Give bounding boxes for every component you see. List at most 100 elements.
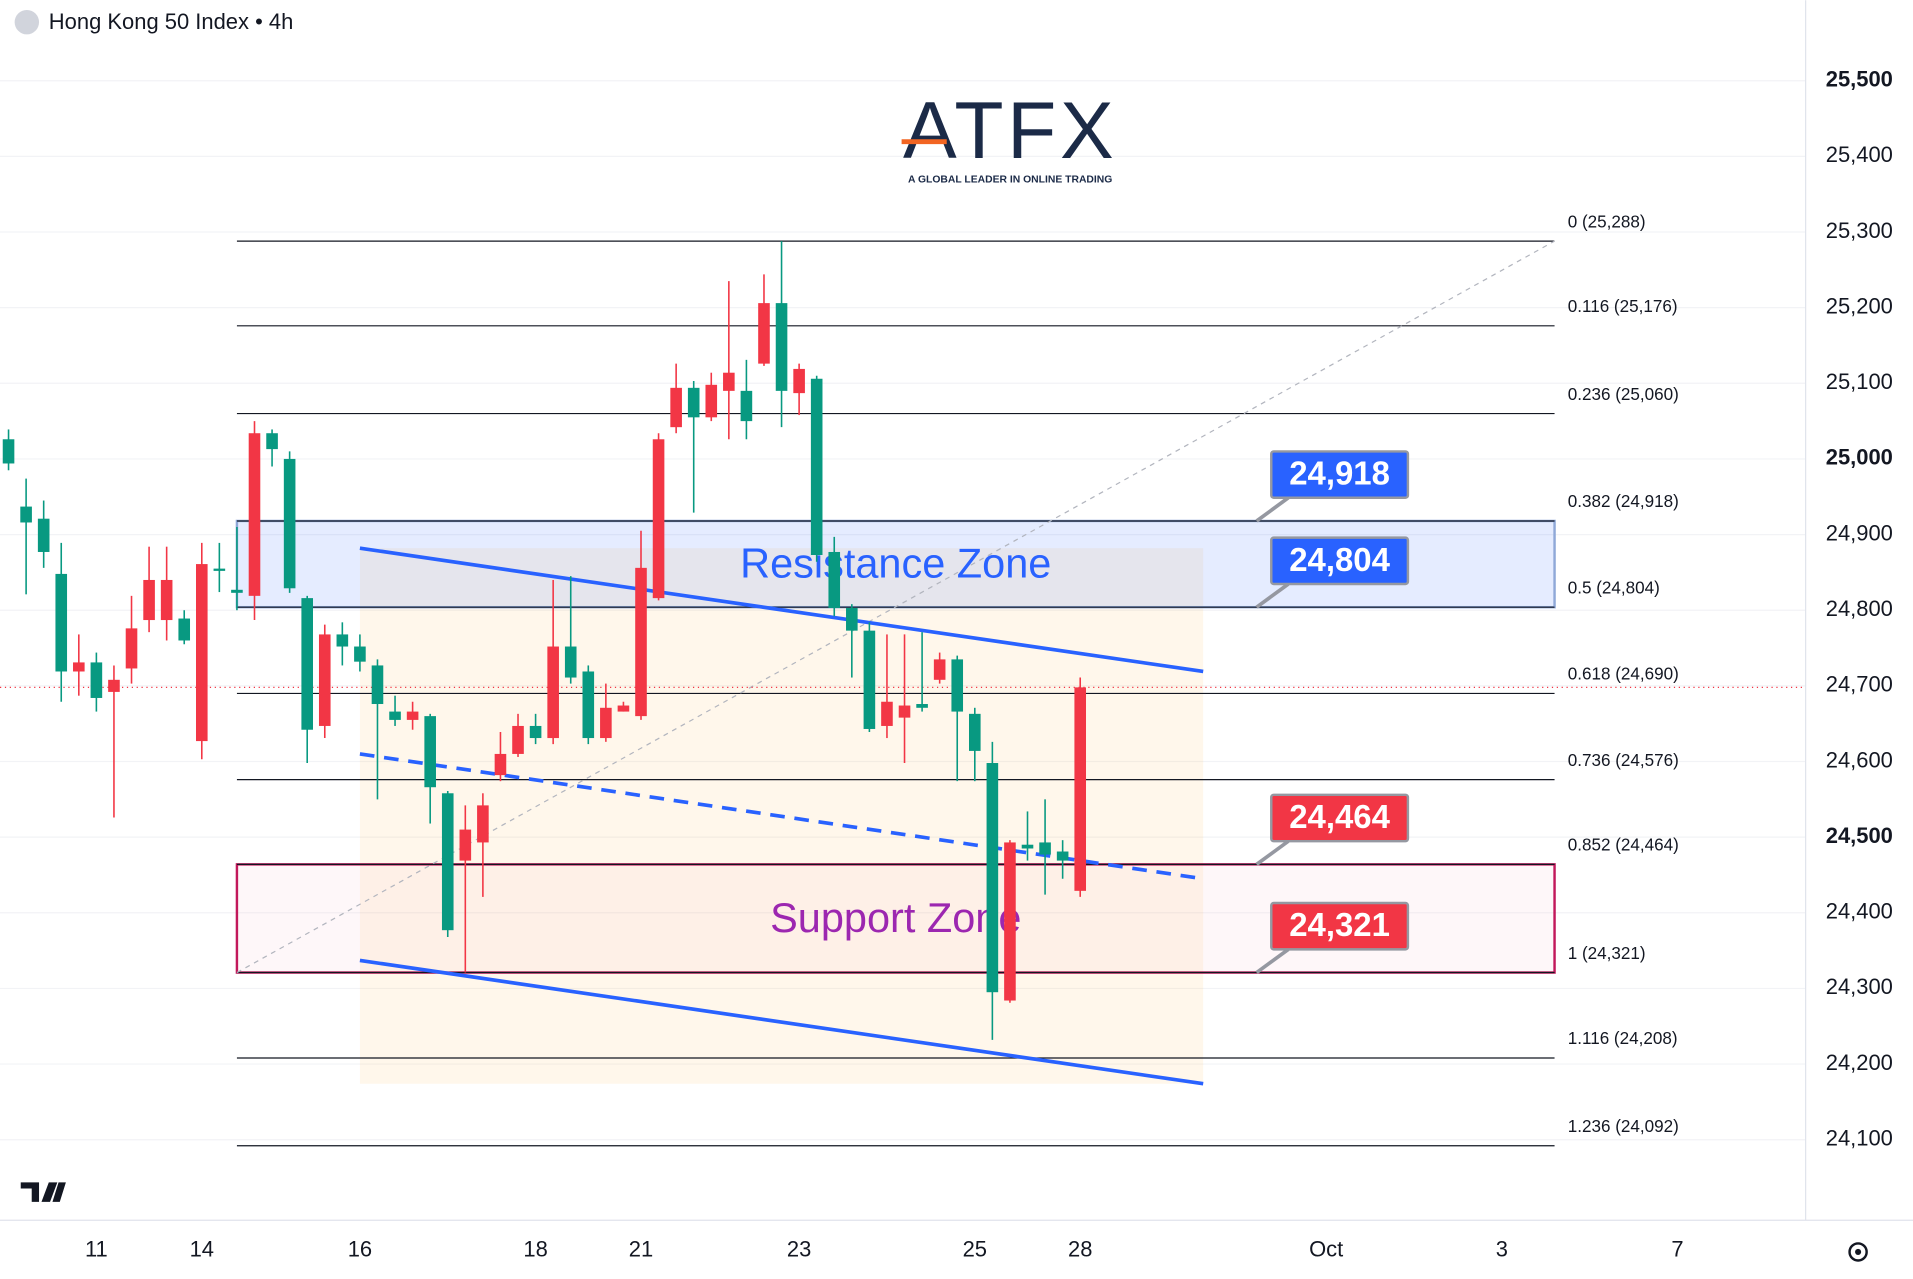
y-tick-label: 24,700 xyxy=(1826,672,1893,697)
candle-body xyxy=(512,725,524,754)
candle-body xyxy=(283,458,296,589)
candle-body xyxy=(371,665,384,705)
brand-logo: ATFX xyxy=(903,86,1117,176)
candle-body xyxy=(213,568,226,571)
y-tick-label: 25,000 xyxy=(1826,445,1893,470)
y-tick-label: 25,500 xyxy=(1826,67,1893,92)
zone-label: Resistance Zone xyxy=(740,539,1051,586)
callout-pointer xyxy=(1255,947,1290,975)
callout-label: 24,321 xyxy=(1289,906,1390,943)
candle-body xyxy=(810,378,823,556)
zone-label: Support Zone xyxy=(770,894,1021,941)
y-tick-label: 24,600 xyxy=(1826,747,1893,772)
candle-body xyxy=(529,725,542,739)
candle-body xyxy=(231,589,243,593)
y-tick-label: 24,200 xyxy=(1826,1050,1893,1075)
fib-level-label: 0.236 (25,060) xyxy=(1568,385,1679,404)
candle-body xyxy=(73,662,85,672)
candle-body xyxy=(318,634,331,726)
fib-level-label: 0.852 (24,464) xyxy=(1568,836,1679,855)
fib-level-label: 1.236 (24,092) xyxy=(1568,1117,1679,1136)
fib-level-label: 0 (25,288) xyxy=(1568,212,1646,231)
fib-level-label: 0.618 (24,690) xyxy=(1568,665,1679,684)
candle-body xyxy=(55,573,68,672)
channel-line xyxy=(359,958,1204,1086)
y-tick-label: 25,200 xyxy=(1826,293,1893,318)
candle-body xyxy=(336,634,349,647)
candle-body xyxy=(354,646,366,662)
x-tick-label: 28 xyxy=(1068,1237,1092,1262)
candle-body xyxy=(723,372,735,391)
candle-body xyxy=(652,439,665,599)
candle-body xyxy=(248,433,261,596)
y-tick-label: 25,300 xyxy=(1826,218,1893,243)
candle-body xyxy=(178,618,191,641)
candle-body xyxy=(2,439,15,464)
x-tick-label: 11 xyxy=(85,1237,108,1262)
callout-label: 24,464 xyxy=(1289,798,1390,835)
candle-body xyxy=(389,711,401,720)
candle-body xyxy=(459,829,472,861)
candle-body xyxy=(600,707,612,739)
callout-pointer xyxy=(1255,496,1290,523)
x-tick-label: 3 xyxy=(1496,1237,1508,1262)
tv-logo-mark xyxy=(20,1182,66,1202)
y-tick-label: 25,100 xyxy=(1826,369,1893,394)
candle-body xyxy=(617,705,630,712)
candle-body xyxy=(406,711,419,720)
candle-body xyxy=(740,390,753,422)
symbol-icon xyxy=(14,9,40,35)
candle-body xyxy=(37,518,50,552)
callout-box xyxy=(1270,793,1410,843)
candle-body xyxy=(670,387,682,428)
x-tick-label: 23 xyxy=(787,1237,811,1262)
candle-body xyxy=(424,716,436,788)
candle-body xyxy=(160,579,173,621)
candle-body xyxy=(1021,844,1034,849)
candle-body xyxy=(477,805,489,843)
candle-body xyxy=(582,671,595,739)
callout-pointer xyxy=(1255,582,1290,609)
candle-body xyxy=(1004,842,1016,1001)
callout-pointer xyxy=(1255,839,1290,866)
fib-level-label: 1 (24,321) xyxy=(1568,944,1646,963)
candle-body xyxy=(547,646,559,739)
callout-box xyxy=(1270,901,1410,951)
y-tick-label: 24,800 xyxy=(1826,596,1893,621)
candle-body xyxy=(564,646,577,678)
candle-body xyxy=(705,384,718,418)
candle-body xyxy=(863,630,876,729)
callout-label: 24,804 xyxy=(1289,541,1390,578)
candle-body xyxy=(1056,851,1069,861)
candle-body xyxy=(266,433,278,450)
y-tick-label: 24,100 xyxy=(1826,1126,1893,1151)
candle-body xyxy=(916,704,928,708)
callout-label: 24,918 xyxy=(1289,455,1390,492)
candle-body xyxy=(969,713,981,751)
candle-body xyxy=(986,763,999,993)
candle-body xyxy=(881,701,893,726)
candle-body xyxy=(301,598,313,730)
candle-body xyxy=(441,793,454,931)
x-tick-label: Oct xyxy=(1309,1237,1343,1262)
candle-body xyxy=(90,662,103,698)
x-tick-label: 18 xyxy=(523,1237,547,1262)
settings-icon[interactable] xyxy=(1848,1242,1868,1262)
x-tick-label: 7 xyxy=(1671,1237,1683,1262)
fib-level-label: 1.116 (24,208) xyxy=(1568,1029,1678,1048)
x-tick-label: 16 xyxy=(348,1237,372,1262)
candle-body xyxy=(933,659,946,680)
chart-title: Hong Kong 50 Index • 4h xyxy=(49,9,293,34)
callout-box xyxy=(1270,536,1410,586)
candle-body xyxy=(951,659,964,712)
candle-body xyxy=(1074,687,1087,891)
y-tick-label: 24,500 xyxy=(1826,823,1893,848)
y-tick-label: 24,400 xyxy=(1826,899,1893,924)
fib-level-label: 0.382 (24,918) xyxy=(1568,492,1679,511)
x-tick-label: 14 xyxy=(190,1237,214,1262)
settings-button[interactable] xyxy=(1848,1242,1868,1262)
candle-body xyxy=(108,679,120,692)
